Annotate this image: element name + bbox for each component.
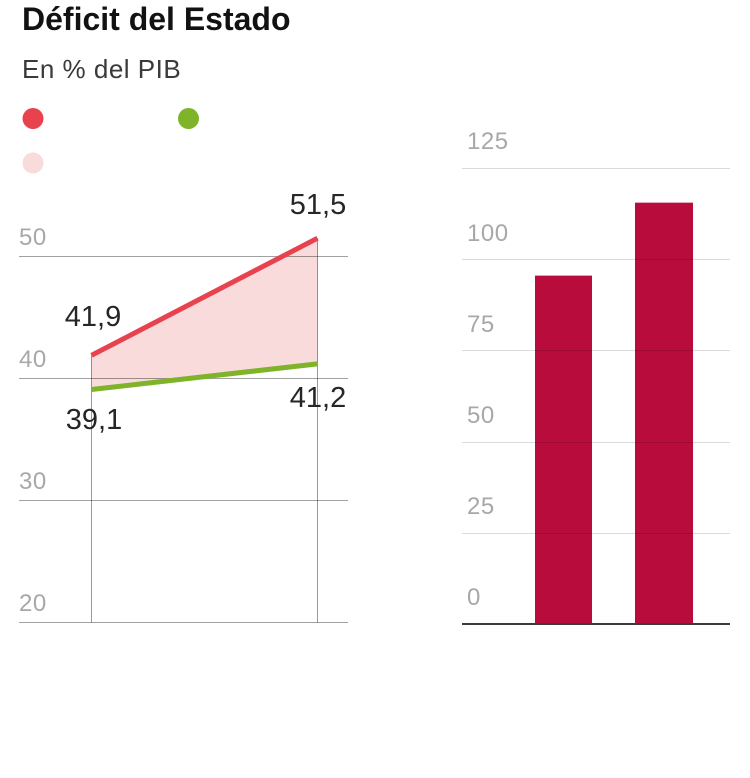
legend-dot-green-icon (178, 108, 199, 129)
bar-1 (535, 275, 592, 624)
datalabel-green-end: 41,2 (289, 382, 347, 414)
bar-gridlines (462, 168, 730, 534)
slope-ytick-30: 30 (19, 468, 47, 495)
area-between-fill (91, 238, 318, 390)
datalabel-red-end: 51,5 (289, 189, 347, 221)
datalabel-green-start: 39,1 (65, 404, 123, 436)
bar-ytick-75: 75 (467, 311, 495, 338)
slope-ytick-50: 50 (19, 224, 47, 251)
bar-ytick-25: 25 (467, 493, 495, 520)
legend-dot-red-icon (22, 108, 44, 129)
slope-ytick-40: 40 (19, 346, 47, 373)
bar-ytick-0: 0 (467, 584, 481, 611)
green-series-line (91, 361, 318, 392)
slope-gridlines (19, 256, 348, 623)
bar-ytick-125: 125 (467, 128, 509, 155)
page-subtitle: En % del PIB (22, 54, 182, 84)
datalabel-red-start: 41,9 (64, 301, 122, 333)
bar-ytick-50: 50 (467, 402, 495, 429)
page-title: Déficit del Estado (22, 1, 291, 37)
bar-2 (635, 202, 693, 624)
legend-dot-pink-icon (22, 152, 44, 174)
bar-ytick-100: 100 (467, 220, 509, 247)
red-series-line (90, 235, 319, 358)
slope-ytick-20: 20 (19, 590, 47, 617)
